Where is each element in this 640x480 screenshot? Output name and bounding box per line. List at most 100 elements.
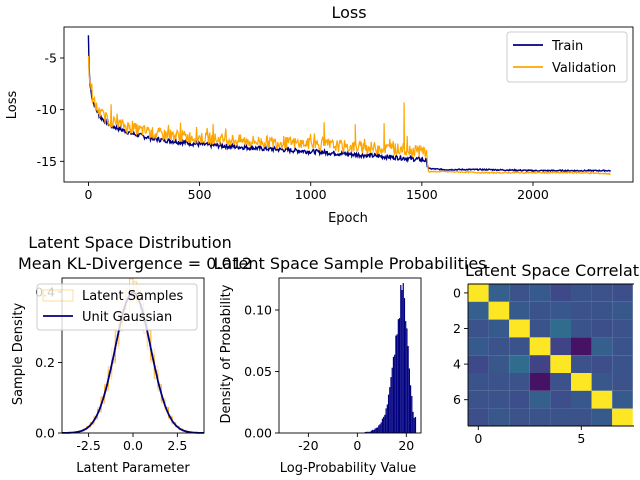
- latent-distribution-xtick-label: -2.5: [76, 438, 100, 453]
- probability-bar: [397, 319, 399, 433]
- probability-bar: [369, 431, 371, 433]
- probability-bar: [374, 428, 376, 433]
- latent-distribution-xtick-label: 2.5: [167, 438, 187, 453]
- probability-bar: [389, 387, 391, 433]
- probability-bar: [370, 430, 373, 433]
- loss-series-train-line: [87, 35, 612, 173]
- correlation-cell: [612, 390, 633, 409]
- correlation-cell: [571, 390, 592, 409]
- probability-bar: [379, 424, 381, 433]
- sample-probabilities-xtick-label: 20: [398, 438, 414, 453]
- correlation-cell: [571, 284, 592, 302]
- correlation-xtick-label: 0: [474, 431, 482, 446]
- latent-distribution-title: Latent Space Distribution: [28, 233, 232, 252]
- latent-distribution-chart: Latent Space Distribution Mean KL-Diverg…: [11, 233, 252, 476]
- probability-bar: [383, 416, 385, 433]
- probability-bar: [367, 431, 369, 433]
- probability-bar: [413, 417, 415, 433]
- correlation-cell: [550, 355, 571, 373]
- correlation-cell: [612, 337, 633, 356]
- correlation-cell: [468, 355, 489, 373]
- correlation-cell: [468, 319, 489, 338]
- probability-bar: [407, 346, 409, 433]
- probability-bar: [412, 411, 414, 433]
- probability-bar: [378, 425, 380, 433]
- correlation-cell: [468, 284, 489, 302]
- correlation-cell: [509, 337, 530, 356]
- sample-probabilities-xlabel: Log-Probability Value: [280, 461, 416, 476]
- correlation-cell: [488, 284, 510, 302]
- probability-bar: [394, 354, 396, 433]
- loss-xtick-label: 0: [84, 187, 92, 202]
- loss-ytick-label: -5: [45, 51, 57, 66]
- correlation-cell: [468, 373, 489, 391]
- correlation-cell: [591, 301, 613, 320]
- latent-distribution-ytick-label: 0.0: [35, 426, 55, 441]
- correlation-cell: [612, 319, 633, 338]
- correlation-cell: [529, 319, 551, 338]
- correlation-cell: [509, 301, 530, 320]
- correlation-cell: [529, 337, 551, 356]
- probability-bar: [368, 431, 370, 433]
- correlation-cell: [488, 337, 510, 356]
- probability-bar: [385, 408, 387, 433]
- legend-validation-label: Validation: [552, 61, 616, 76]
- loss-xtick-label: 2000: [517, 187, 549, 202]
- correlation-cell: [550, 319, 571, 338]
- correlation-cell: [591, 355, 613, 373]
- correlation-cell: [488, 301, 510, 320]
- correlation-cell: [591, 337, 613, 356]
- probability-bar: [406, 328, 408, 433]
- probability-bar: [400, 285, 402, 433]
- correlation-cell: [612, 373, 633, 391]
- sample-probabilities-chart: Latent Space Sample Probabilities Log-Pr…: [214, 254, 487, 476]
- probability-bar: [391, 367, 393, 433]
- probability-bar: [395, 335, 397, 433]
- correlation-cell: [550, 373, 571, 391]
- loss-ytick-label: -15: [37, 154, 57, 169]
- correlation-cell: [509, 390, 530, 409]
- probability-bar: [386, 404, 388, 433]
- probability-bar: [414, 416, 417, 433]
- latent-distribution-xtick-label: 0.0: [123, 438, 143, 453]
- legend-train-label: Train: [551, 39, 583, 54]
- loss-frame: [63, 26, 634, 183]
- probability-bar: [401, 290, 403, 433]
- correlation-cell: [571, 408, 592, 427]
- loss-title: Loss: [331, 3, 366, 22]
- sample-probabilities-ytick-label: 0.00: [244, 426, 272, 441]
- correlation-cell: [591, 408, 613, 427]
- probability-bar: [387, 394, 390, 433]
- correlation-cell: [488, 355, 510, 373]
- probability-bar: [364, 431, 366, 433]
- loss-xtick-label: 1500: [406, 187, 438, 202]
- probability-bar: [392, 356, 395, 433]
- legend-box: [36, 283, 198, 331]
- probability-bar: [373, 429, 375, 433]
- correlation-cell: [509, 408, 530, 427]
- correlation-cell: [612, 355, 633, 373]
- loss-chart: Loss Epoch Loss 0 500 1000 1500 2000 -5 -10 -15…: [5, 3, 634, 226]
- legend-samples-label: Latent Samples: [82, 289, 184, 304]
- correlation-cell: [509, 319, 530, 338]
- correlation-cell: [571, 301, 592, 320]
- probability-bar: [402, 283, 404, 433]
- latent-distribution-xlabel: Latent Parameter: [76, 461, 190, 476]
- sample-probabilities-xtick-label: 0: [353, 438, 361, 453]
- legend-gaussian-label: Unit Gaussian: [82, 310, 172, 325]
- correlation-cell: [591, 319, 613, 338]
- correlation-cell: [509, 284, 530, 302]
- correlation-cell: [612, 301, 633, 320]
- correlation-cell: [591, 390, 613, 409]
- probability-bar: [411, 395, 413, 433]
- loss-xtick-label: 1000: [295, 187, 327, 202]
- correlation-cell: [468, 301, 489, 320]
- probability-bar: [398, 318, 401, 433]
- correlation-cell: [488, 390, 510, 409]
- probability-bar: [372, 429, 374, 433]
- sample-probabilities-frame: [278, 277, 422, 434]
- probability-bar: [380, 422, 382, 433]
- sample-probabilities-ytick-label: 0.05: [244, 364, 272, 379]
- probability-bar: [381, 418, 384, 433]
